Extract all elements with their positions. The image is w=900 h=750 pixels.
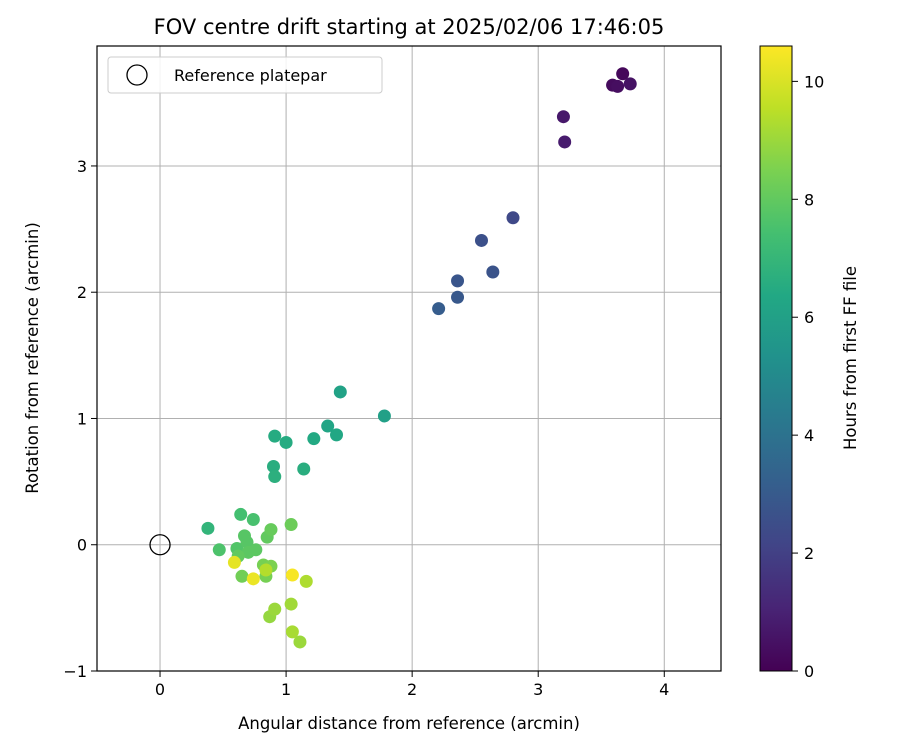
data-point bbox=[451, 290, 465, 304]
colorbar-tick-label: 0 bbox=[804, 662, 814, 681]
colorbar-tick-label: 10 bbox=[804, 72, 824, 91]
colorbar bbox=[759, 45, 793, 672]
data-point bbox=[611, 79, 625, 93]
data-point bbox=[330, 428, 344, 442]
data-point bbox=[474, 233, 488, 247]
data-point bbox=[201, 521, 215, 535]
grid bbox=[97, 46, 721, 672]
colorbar-ticks: 0 2 4 6 8 10 bbox=[792, 72, 824, 681]
y-tick-label: −1 bbox=[63, 662, 87, 681]
data-point bbox=[259, 563, 273, 577]
data-point bbox=[284, 518, 298, 532]
data-point bbox=[506, 211, 520, 225]
colorbar-tick-label: 8 bbox=[804, 190, 814, 209]
data-point bbox=[279, 435, 293, 449]
data-point bbox=[249, 543, 263, 557]
x-axis-label: Angular distance from reference (arcmin) bbox=[238, 714, 580, 733]
y-tick-label: 1 bbox=[77, 409, 87, 428]
colorbar-tick-label: 2 bbox=[804, 544, 814, 563]
data-point bbox=[268, 470, 282, 484]
data-point bbox=[307, 432, 321, 446]
reference-platepar-marker bbox=[149, 534, 171, 556]
colorbar-label: Hours from first FF file bbox=[841, 266, 860, 450]
data-point bbox=[246, 512, 260, 526]
data-point bbox=[240, 535, 254, 549]
data-point bbox=[299, 574, 313, 588]
data-point bbox=[268, 602, 282, 616]
x-axis-ticks: 0 1 2 3 4 bbox=[155, 671, 669, 699]
data-point bbox=[377, 409, 391, 423]
data-point bbox=[432, 302, 446, 316]
data-points bbox=[201, 67, 637, 649]
x-tick-label: 4 bbox=[659, 680, 669, 699]
legend-box bbox=[107, 56, 383, 94]
data-point bbox=[623, 77, 637, 91]
data-point bbox=[234, 507, 248, 521]
data-point bbox=[616, 67, 630, 81]
data-point bbox=[235, 569, 249, 583]
data-point bbox=[558, 135, 572, 149]
data-point bbox=[321, 419, 335, 433]
y-axis-ticks: −1 0 1 2 3 bbox=[63, 157, 97, 681]
data-point bbox=[285, 625, 299, 639]
data-point bbox=[293, 635, 307, 649]
x-tick-label: 0 bbox=[155, 680, 165, 699]
legend-label: Reference platepar bbox=[174, 66, 327, 85]
y-tick-label: 2 bbox=[77, 283, 87, 302]
data-point bbox=[264, 523, 278, 537]
chart-title: FOV centre drift starting at 2025/02/06 … bbox=[154, 15, 665, 39]
data-point bbox=[212, 543, 226, 557]
legend-marker bbox=[126, 64, 148, 86]
data-point bbox=[227, 555, 241, 569]
x-tick-label: 3 bbox=[533, 680, 543, 699]
data-point bbox=[486, 265, 500, 279]
data-point bbox=[297, 462, 311, 476]
data-point bbox=[556, 110, 570, 124]
data-point bbox=[266, 459, 280, 473]
plot-frame bbox=[96, 45, 722, 672]
data-point bbox=[246, 572, 260, 586]
data-point bbox=[285, 568, 299, 582]
y-tick-label: 0 bbox=[77, 536, 87, 555]
legend: Reference platepar bbox=[107, 56, 383, 94]
x-tick-label: 2 bbox=[407, 680, 417, 699]
y-axis-label: Rotation from reference (arcmin) bbox=[23, 222, 42, 494]
x-tick-label: 1 bbox=[281, 680, 291, 699]
data-point bbox=[451, 274, 465, 288]
y-tick-label: 3 bbox=[77, 157, 87, 176]
data-point bbox=[333, 385, 347, 399]
colorbar-tick-label: 4 bbox=[804, 426, 814, 445]
data-point bbox=[268, 429, 282, 443]
colorbar-tick-label: 6 bbox=[804, 308, 814, 327]
data-point bbox=[284, 597, 298, 611]
